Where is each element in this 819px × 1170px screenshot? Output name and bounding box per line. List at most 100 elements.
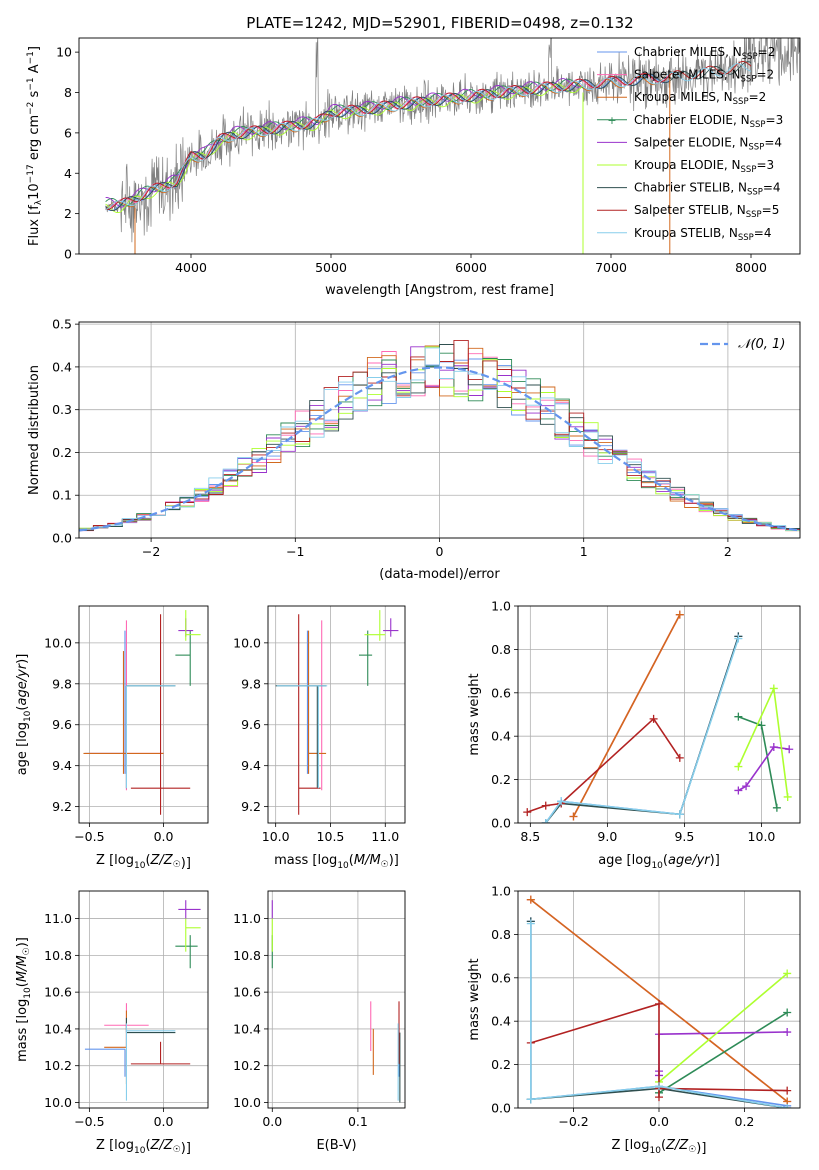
weight-panel-7: −0.2 0.0 0.2 0.0 0.2 0.4 0.6 0.8 1.0 Z [log10(Z/Z… bbox=[467, 884, 801, 1156]
y-tick-label: 0.4 bbox=[491, 1014, 511, 1029]
x-tick-label: 0.0 bbox=[262, 1114, 282, 1129]
y-tick-label: 0.8 bbox=[491, 642, 511, 657]
x-tick-label: −2 bbox=[142, 544, 160, 559]
y-tick-label: 9.4 bbox=[241, 758, 261, 773]
series-line-kroupa-elodie bbox=[658, 972, 788, 1083]
errorbar-chabrier-stelib bbox=[125, 685, 176, 789]
y-tick-label: 0.1 bbox=[52, 488, 72, 503]
series-marker bbox=[783, 1028, 792, 1037]
x-tick-label: 10.0 bbox=[748, 829, 776, 844]
legend-label: Chabrier ELODIE, NSSP=3 bbox=[634, 113, 783, 130]
legend-label: Kroupa MILES, NSSP=2 bbox=[634, 90, 766, 107]
legend-label: 𝒩(0, 1) bbox=[738, 337, 785, 352]
errorbar-chabrier-miles bbox=[84, 1048, 126, 1077]
y-tick-label: 10.6 bbox=[233, 985, 261, 1000]
legend-label: Kroupa STELIB, NSSP=4 bbox=[634, 226, 772, 243]
y-tick-label: 0.2 bbox=[52, 445, 72, 460]
x-tick-label: 10.5 bbox=[317, 829, 345, 844]
series-marker bbox=[783, 792, 792, 801]
y-tick-label: 0.0 bbox=[52, 531, 72, 546]
y-tick-label: 10.0 bbox=[44, 635, 72, 650]
y-axis-label: Normed distribution bbox=[27, 365, 42, 495]
y-tick-label: 1.0 bbox=[491, 884, 511, 899]
x-tick-label: 8.5 bbox=[520, 829, 540, 844]
normal-curve bbox=[79, 366, 800, 532]
y-tick-label: 10.6 bbox=[44, 985, 72, 1000]
histogram-kroupa-stelib bbox=[79, 347, 800, 533]
errorbar-chabrier-elodie bbox=[358, 630, 373, 686]
series-marker bbox=[675, 810, 684, 819]
y-tick-label: 9.4 bbox=[52, 758, 72, 773]
x-tick-label: 0.2 bbox=[735, 1114, 755, 1129]
series-line-salpeter-stelib bbox=[526, 717, 681, 813]
x-tick-label: 0 bbox=[436, 544, 444, 559]
model-spectrum-chabrier-elodie bbox=[105, 78, 584, 207]
series-marker bbox=[541, 819, 550, 823]
y-tick-label: 10.8 bbox=[44, 948, 72, 963]
errorbar-salpeter-elodie bbox=[383, 618, 399, 637]
x-tick-label: 11.0 bbox=[371, 829, 399, 844]
y-axis-label: mass weight bbox=[467, 958, 482, 1040]
legend-label: Chabrier STELIB, NSSP=4 bbox=[634, 181, 781, 198]
series-marker bbox=[783, 969, 792, 978]
series-marker bbox=[523, 808, 532, 817]
x-tick-label: −0.5 bbox=[74, 1114, 104, 1129]
y-tick-label: 10.0 bbox=[233, 635, 261, 650]
series-marker bbox=[783, 1008, 792, 1017]
model-spectrum-kroupa-miles bbox=[105, 72, 670, 210]
series-marker bbox=[769, 743, 778, 752]
series-marker bbox=[734, 762, 743, 771]
spectrum-legend: Chabrier MILES, NSSP=2 Salpeter MILES, NS… bbox=[597, 45, 783, 243]
series-marker bbox=[734, 634, 743, 643]
legend-label: Salpeter STELIB, NSSP=5 bbox=[634, 203, 779, 220]
errorbar-kroupa-elodie bbox=[185, 610, 201, 641]
y-tick-label: 0.0 bbox=[491, 816, 511, 831]
y-axis-label: mass weight bbox=[467, 673, 482, 755]
x-tick-label: 0.1 bbox=[348, 1114, 368, 1129]
series-line-kroupa-miles bbox=[572, 614, 681, 817]
y-tick-label: 9.8 bbox=[241, 676, 261, 691]
x-tick-label: 6000 bbox=[455, 260, 487, 275]
weight-plot-area bbox=[523, 610, 794, 823]
y-tick-label: 0.2 bbox=[491, 1057, 511, 1072]
errorbar-kroupa-stelib bbox=[276, 685, 328, 789]
y-tick-label: 6 bbox=[64, 125, 72, 140]
series-marker bbox=[769, 684, 778, 693]
y-tick-label: 8 bbox=[64, 85, 72, 100]
x-axis-label: wavelength [Angstrom, rest frame] bbox=[325, 283, 554, 298]
x-tick-label: −1 bbox=[286, 544, 304, 559]
axes-frame bbox=[78, 321, 801, 539]
errorbar-salpeter-stelib bbox=[298, 614, 321, 815]
weight-panel-4: 8.5 9.0 9.5 10.0 0.0 0.2 0.4 0.6 0.8 1.0 age [log1… bbox=[467, 599, 801, 871]
series-line-salpeter-elodie bbox=[658, 1031, 788, 1076]
errorbar-kroupa-stelib bbox=[125, 1023, 176, 1101]
legend-label: Chabrier MILES, NSSP=2 bbox=[634, 45, 775, 62]
x-axis-label: (data-model)/error bbox=[379, 567, 500, 582]
series-marker bbox=[785, 745, 794, 754]
x-tick-label: −0.5 bbox=[74, 829, 104, 844]
errorbar-plot-area bbox=[271, 900, 401, 1103]
series-marker bbox=[783, 1104, 792, 1108]
y-tick-label: 0.4 bbox=[52, 359, 72, 374]
y-axis-label: mass [log10(M/M☉)] bbox=[15, 937, 33, 1062]
x-tick-label: 1 bbox=[580, 544, 588, 559]
series-marker bbox=[649, 714, 658, 723]
series-marker bbox=[526, 919, 535, 928]
legend-label: Kroupa ELODIE, NSSP=3 bbox=[634, 158, 774, 175]
axes-frame bbox=[517, 605, 801, 824]
x-tick-label: 0.0 bbox=[649, 1114, 669, 1129]
y-tick-label: 11.0 bbox=[233, 911, 261, 926]
x-axis-label: E(B-V) bbox=[316, 1138, 356, 1153]
errorbar-panel-6: 0.0 0.1 10.0 10.2 10.4 10.6 10.8 11.0 E(B-V) bbox=[233, 890, 406, 1153]
series-marker bbox=[655, 999, 663, 1008]
series-marker bbox=[734, 712, 743, 721]
series-marker bbox=[734, 786, 743, 795]
series-marker bbox=[655, 1093, 663, 1102]
series-marker bbox=[675, 753, 684, 762]
y-tick-label: 0.6 bbox=[491, 685, 511, 700]
series-marker bbox=[655, 1082, 663, 1091]
errorbar-panel-5: −0.5 0.0 10.0 10.2 10.4 10.6 10.8 11.0 Z [log10(… bbox=[15, 890, 209, 1156]
axes-frame bbox=[267, 890, 406, 1109]
x-tick-label: 2 bbox=[724, 544, 732, 559]
